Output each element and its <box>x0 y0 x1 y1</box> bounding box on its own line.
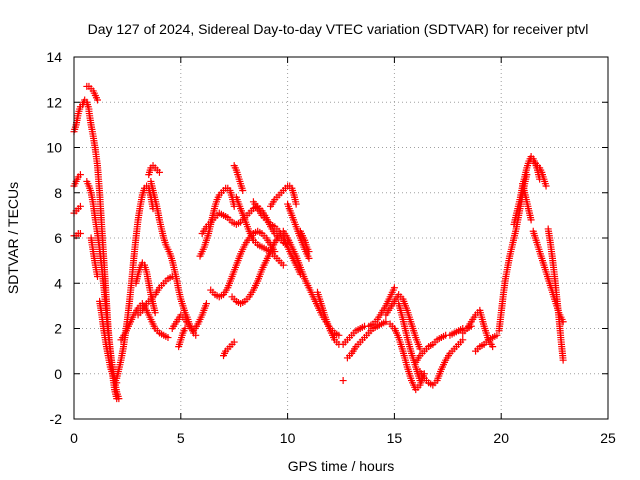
x-tick-label: 5 <box>177 430 185 446</box>
series-arc04 <box>70 202 84 217</box>
series-arc25 <box>267 182 300 210</box>
x-tick-label: 20 <box>493 430 509 446</box>
series-arc23 <box>228 232 283 308</box>
data-point <box>335 331 343 339</box>
y-tick-label: 0 <box>54 366 62 382</box>
data-point <box>76 202 84 210</box>
data-point <box>93 272 101 280</box>
data-point <box>76 171 84 179</box>
data-point <box>76 229 84 237</box>
data-point <box>168 272 176 280</box>
series-arc30 <box>314 284 398 348</box>
series-arc27 <box>279 227 343 339</box>
series-arc17 <box>175 325 189 351</box>
data-point <box>181 325 189 332</box>
x-axis-label: GPS time / hours <box>288 458 395 474</box>
series-arc21 <box>230 162 247 194</box>
data-series <box>70 82 567 403</box>
x-tick-label: 10 <box>280 430 296 446</box>
series-arc34 <box>386 320 428 394</box>
x-tick-label: 0 <box>70 430 78 446</box>
y-tick-label: 14 <box>46 49 62 65</box>
data-point <box>151 309 159 317</box>
data-point <box>382 318 390 326</box>
data-point <box>527 216 535 224</box>
data-point <box>559 356 567 364</box>
data-point <box>115 395 123 403</box>
chart-title: Day 127 of 2024, Sidereal Day-to-day VTE… <box>88 21 589 37</box>
series-arc09 <box>96 297 121 387</box>
series-arc32 <box>339 377 347 385</box>
y-tick-label: 12 <box>46 94 62 110</box>
series-arc10 <box>113 182 157 382</box>
series-arc45 <box>519 180 535 224</box>
series-arc11 <box>145 162 163 179</box>
y-axis-label: SDTVAR / TECUs <box>5 182 21 294</box>
series-arc08 <box>87 234 101 280</box>
series-arc05 <box>70 171 84 190</box>
series-arc39 <box>472 331 501 355</box>
series-arc31 <box>343 318 390 362</box>
y-tick-label: 2 <box>54 321 62 337</box>
y-tick-label: -2 <box>50 411 63 427</box>
data-point <box>202 300 210 308</box>
series-arc16 <box>168 300 210 335</box>
x-tick-label: 25 <box>600 430 616 446</box>
series-arc12 <box>147 177 200 339</box>
series-arc35 <box>395 300 424 385</box>
data-point <box>239 186 247 194</box>
data-point <box>489 343 497 351</box>
series-arc07 <box>83 177 123 403</box>
data-point <box>292 200 300 208</box>
x-tick-label: 15 <box>387 430 403 446</box>
data-point <box>155 168 163 176</box>
data-point <box>416 377 424 385</box>
data-point <box>192 331 200 339</box>
series-arc42 <box>527 155 550 190</box>
y-tick-label: 10 <box>46 140 62 156</box>
series-arc28 <box>296 227 313 256</box>
series-arc19 <box>207 227 279 301</box>
data-point <box>305 254 313 262</box>
series-arc29 <box>220 338 238 360</box>
data-point <box>493 331 501 339</box>
data-point <box>390 284 398 292</box>
series-arc36 <box>416 336 467 389</box>
data-point <box>339 377 347 385</box>
data-point <box>164 334 172 342</box>
data-point <box>459 336 467 344</box>
series-arc33 <box>382 291 424 353</box>
series-arc02 <box>83 82 101 104</box>
data-point <box>305 248 313 256</box>
data-point <box>279 261 287 269</box>
series-arc37 <box>412 322 475 366</box>
axis-ticks: 0 5 10 15 20 25 -2 0 2 4 6 8 10 12 14 <box>46 49 616 446</box>
series-arc15 <box>117 300 172 344</box>
y-tick-label: 8 <box>54 185 62 201</box>
grid-lines <box>74 57 608 419</box>
data-point <box>93 96 101 104</box>
data-point <box>542 182 550 190</box>
data-point <box>230 338 238 346</box>
y-tick-label: 4 <box>54 275 62 291</box>
data-point <box>416 345 424 353</box>
y-tick-label: 6 <box>54 230 62 246</box>
series-arc03 <box>85 107 121 403</box>
series-arc44 <box>544 225 567 364</box>
